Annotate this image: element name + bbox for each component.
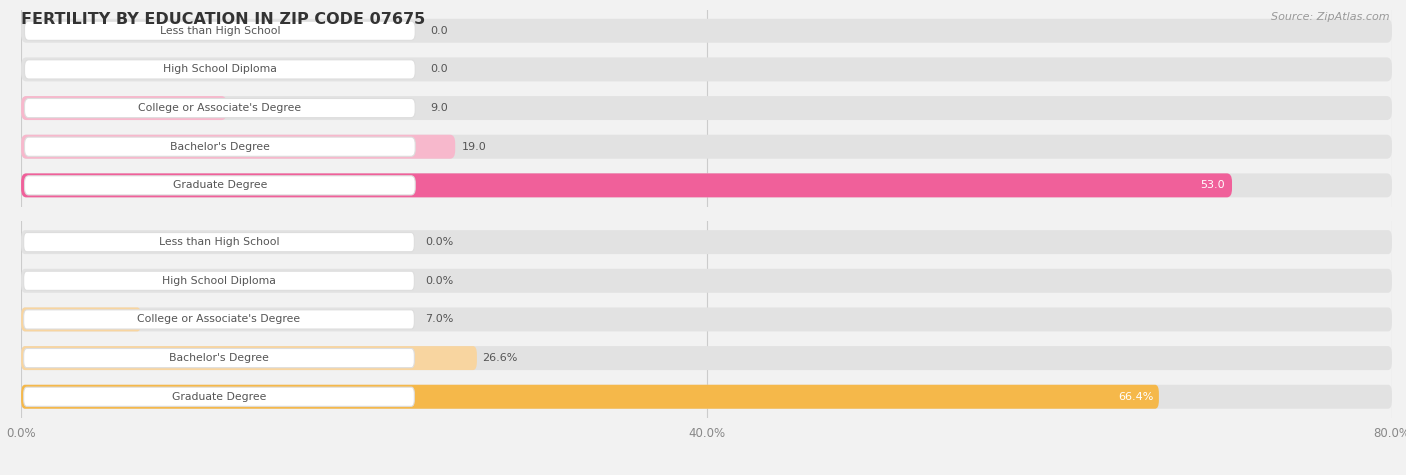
FancyBboxPatch shape (24, 233, 415, 252)
Text: High School Diploma: High School Diploma (163, 65, 277, 75)
FancyBboxPatch shape (24, 176, 415, 195)
FancyBboxPatch shape (21, 346, 1392, 370)
Text: Bachelor's Degree: Bachelor's Degree (170, 142, 270, 152)
FancyBboxPatch shape (21, 385, 1392, 408)
Text: 0.0: 0.0 (430, 65, 447, 75)
FancyBboxPatch shape (21, 135, 1392, 159)
FancyBboxPatch shape (21, 173, 1232, 197)
Text: Graduate Degree: Graduate Degree (172, 392, 266, 402)
FancyBboxPatch shape (21, 96, 226, 120)
Text: High School Diploma: High School Diploma (162, 276, 276, 286)
Text: Graduate Degree: Graduate Degree (173, 180, 267, 190)
Text: 0.0: 0.0 (430, 26, 447, 36)
Text: Less than High School: Less than High School (160, 26, 280, 36)
Text: 0.0%: 0.0% (426, 237, 454, 247)
FancyBboxPatch shape (21, 269, 1392, 293)
Text: 7.0%: 7.0% (426, 314, 454, 324)
FancyBboxPatch shape (24, 349, 415, 368)
Text: 53.0: 53.0 (1201, 180, 1225, 190)
Text: FERTILITY BY EDUCATION IN ZIP CODE 07675: FERTILITY BY EDUCATION IN ZIP CODE 07675 (21, 12, 426, 27)
FancyBboxPatch shape (21, 307, 141, 332)
FancyBboxPatch shape (21, 135, 456, 159)
FancyBboxPatch shape (24, 60, 415, 79)
FancyBboxPatch shape (24, 271, 415, 290)
FancyBboxPatch shape (24, 137, 415, 156)
FancyBboxPatch shape (21, 57, 1392, 81)
FancyBboxPatch shape (21, 19, 1392, 43)
FancyBboxPatch shape (21, 96, 1392, 120)
Text: 19.0: 19.0 (463, 142, 486, 152)
FancyBboxPatch shape (24, 387, 415, 406)
FancyBboxPatch shape (21, 173, 1392, 197)
Text: Source: ZipAtlas.com: Source: ZipAtlas.com (1271, 12, 1389, 22)
Text: 0.0%: 0.0% (426, 276, 454, 286)
FancyBboxPatch shape (21, 230, 1392, 254)
FancyBboxPatch shape (21, 346, 477, 370)
Text: 26.6%: 26.6% (482, 353, 517, 363)
Text: 66.4%: 66.4% (1118, 392, 1154, 402)
FancyBboxPatch shape (24, 98, 415, 118)
Text: College or Associate's Degree: College or Associate's Degree (138, 314, 301, 324)
FancyBboxPatch shape (21, 385, 1159, 408)
Text: 9.0: 9.0 (430, 103, 447, 113)
FancyBboxPatch shape (21, 307, 1392, 332)
Text: Less than High School: Less than High School (159, 237, 280, 247)
Text: Bachelor's Degree: Bachelor's Degree (169, 353, 269, 363)
FancyBboxPatch shape (24, 21, 415, 40)
FancyBboxPatch shape (24, 310, 415, 329)
Text: College or Associate's Degree: College or Associate's Degree (138, 103, 301, 113)
